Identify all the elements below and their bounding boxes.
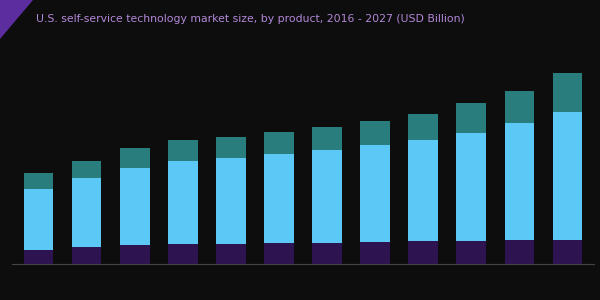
Bar: [409, 140, 438, 242]
Bar: [23, 250, 53, 264]
Bar: [120, 148, 149, 168]
Bar: [23, 189, 53, 250]
Bar: [360, 145, 390, 242]
Bar: [120, 168, 149, 245]
Bar: [360, 242, 390, 264]
Bar: [312, 243, 342, 264]
Bar: [505, 240, 535, 264]
Bar: [312, 150, 342, 243]
Bar: [216, 244, 246, 264]
Bar: [71, 247, 101, 264]
Bar: [71, 178, 101, 247]
Bar: [457, 241, 486, 264]
Bar: [505, 91, 535, 123]
Bar: [457, 103, 486, 133]
Bar: [360, 121, 390, 145]
Bar: [168, 244, 197, 264]
Bar: [409, 114, 438, 140]
Bar: [264, 154, 294, 243]
Bar: [553, 112, 583, 240]
Bar: [553, 240, 583, 264]
Bar: [168, 161, 197, 244]
Bar: [264, 243, 294, 264]
Bar: [312, 127, 342, 150]
Bar: [216, 158, 246, 244]
Bar: [409, 242, 438, 264]
Bar: [168, 140, 197, 161]
Bar: [120, 245, 149, 264]
Bar: [216, 137, 246, 158]
Bar: [457, 133, 486, 241]
Text: U.S. self-service technology market size, by product, 2016 - 2027 (USD Billion): U.S. self-service technology market size…: [36, 14, 465, 24]
Bar: [23, 173, 53, 189]
Bar: [264, 132, 294, 154]
Bar: [71, 161, 101, 178]
Polygon shape: [0, 0, 33, 39]
Bar: [505, 123, 535, 240]
Bar: [553, 73, 583, 112]
